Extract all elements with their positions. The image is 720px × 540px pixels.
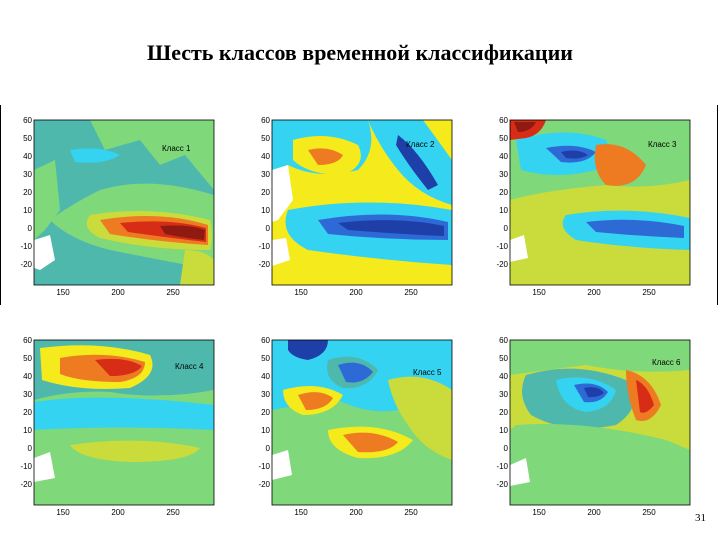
map-panel-class-4: Класс 4 60 50 40 30 20 10 0 -10 -20 150 … <box>10 330 230 530</box>
class-label: Класс 6 <box>652 358 681 367</box>
y-tick-label: 20 <box>499 408 508 417</box>
contour-map <box>509 339 691 506</box>
class-label: Класс 3 <box>648 140 677 149</box>
y-tick-label: 40 <box>23 152 32 161</box>
y-tick-label: 30 <box>499 170 508 179</box>
x-tick-label: 250 <box>642 508 656 517</box>
y-tick-label: 50 <box>499 134 508 143</box>
y-tick-label: 60 <box>23 116 32 125</box>
x-tick-label: 150 <box>532 288 546 297</box>
y-tick-label: 20 <box>23 408 32 417</box>
y-tick-label: 10 <box>23 206 32 215</box>
x-tick-label: 250 <box>166 508 180 517</box>
y-tick-label: 30 <box>23 170 32 179</box>
y-tick-label: -10 <box>258 242 270 251</box>
separator-line <box>0 105 1 305</box>
class-label: Класс 4 <box>175 362 204 371</box>
class-label: Класс 5 <box>413 368 442 377</box>
contour-map <box>33 339 215 506</box>
map-panel-class-3: Класс 3 60 50 40 30 20 10 0 -10 -20 150 … <box>486 110 706 310</box>
x-tick-label: 250 <box>166 288 180 297</box>
y-tick-label: 30 <box>23 390 32 399</box>
contour-map <box>271 339 453 506</box>
contour-map <box>271 119 453 286</box>
x-tick-label: 200 <box>349 508 363 517</box>
contour-map <box>509 119 691 286</box>
y-tick-label: -20 <box>20 260 32 269</box>
y-tick-label: 50 <box>23 134 32 143</box>
map-panel-class-6: Класс 6 60 50 40 30 20 10 0 -10 -20 150 … <box>486 330 706 530</box>
y-tick-label: -20 <box>496 260 508 269</box>
x-tick-label: 200 <box>111 508 125 517</box>
x-tick-label: 200 <box>587 508 601 517</box>
y-tick-label: 10 <box>261 426 270 435</box>
y-tick-label: 20 <box>499 188 508 197</box>
y-tick-label: 0 <box>503 224 508 233</box>
contour-map <box>33 119 215 286</box>
y-tick-label: 10 <box>23 426 32 435</box>
y-tick-label: 60 <box>261 116 270 125</box>
y-tick-label: -20 <box>258 260 270 269</box>
y-tick-label: 60 <box>23 336 32 345</box>
x-tick-label: 150 <box>294 508 308 517</box>
y-tick-label: 30 <box>499 390 508 399</box>
slide-title: Шесть классов временной классификации <box>147 40 573 65</box>
y-tick-label: 0 <box>27 224 32 233</box>
y-tick-label: 0 <box>265 444 270 453</box>
y-tick-label: 20 <box>261 408 270 417</box>
y-tick-label: 50 <box>23 354 32 363</box>
y-tick-label: 40 <box>261 152 270 161</box>
x-tick-label: 250 <box>404 508 418 517</box>
y-tick-label: 30 <box>261 390 270 399</box>
map-panel-class-5: Класс 5 60 50 40 30 20 10 0 -10 -20 150 … <box>248 330 468 530</box>
y-tick-label: -10 <box>496 242 508 251</box>
y-tick-label: 30 <box>261 170 270 179</box>
y-tick-label: 40 <box>499 152 508 161</box>
y-tick-label: 50 <box>261 354 270 363</box>
y-tick-label: 0 <box>265 224 270 233</box>
x-tick-label: 250 <box>404 288 418 297</box>
x-tick-label: 200 <box>349 288 363 297</box>
y-tick-label: 0 <box>503 444 508 453</box>
page-number: 31 <box>695 512 706 524</box>
x-tick-label: 150 <box>56 288 70 297</box>
y-tick-label: 40 <box>23 372 32 381</box>
x-tick-label: 150 <box>294 288 308 297</box>
y-tick-label: 10 <box>261 206 270 215</box>
class-label: Класс 2 <box>406 140 435 149</box>
y-tick-label: 60 <box>261 336 270 345</box>
y-tick-label: 60 <box>499 116 508 125</box>
map-panel-class-2: Класс 2 60 50 40 30 20 10 0 -10 -20 150 … <box>248 110 468 310</box>
y-tick-label: 10 <box>499 206 508 215</box>
separator-line <box>717 105 718 305</box>
y-tick-label: -10 <box>258 462 270 471</box>
y-tick-label: 40 <box>499 372 508 381</box>
x-tick-label: 150 <box>532 508 546 517</box>
map-panel-class-1: Класс 1 60 50 40 30 20 10 0 -10 -20 150 … <box>10 110 230 310</box>
x-tick-label: 200 <box>587 288 601 297</box>
y-tick-label: -10 <box>20 462 32 471</box>
y-tick-label: -10 <box>496 462 508 471</box>
x-tick-label: 150 <box>56 508 70 517</box>
y-tick-label: 40 <box>261 372 270 381</box>
y-tick-label: 10 <box>499 426 508 435</box>
class-label: Класс 1 <box>162 144 191 153</box>
y-tick-label: -20 <box>258 480 270 489</box>
y-tick-label: 50 <box>499 354 508 363</box>
y-tick-label: 50 <box>261 134 270 143</box>
x-tick-label: 200 <box>111 288 125 297</box>
y-tick-label: 20 <box>261 188 270 197</box>
x-tick-label: 250 <box>642 288 656 297</box>
y-tick-label: -10 <box>20 242 32 251</box>
y-tick-label: -20 <box>496 480 508 489</box>
y-tick-label: 60 <box>499 336 508 345</box>
y-tick-label: 0 <box>27 444 32 453</box>
y-tick-label: 20 <box>23 188 32 197</box>
y-tick-label: -20 <box>20 480 32 489</box>
